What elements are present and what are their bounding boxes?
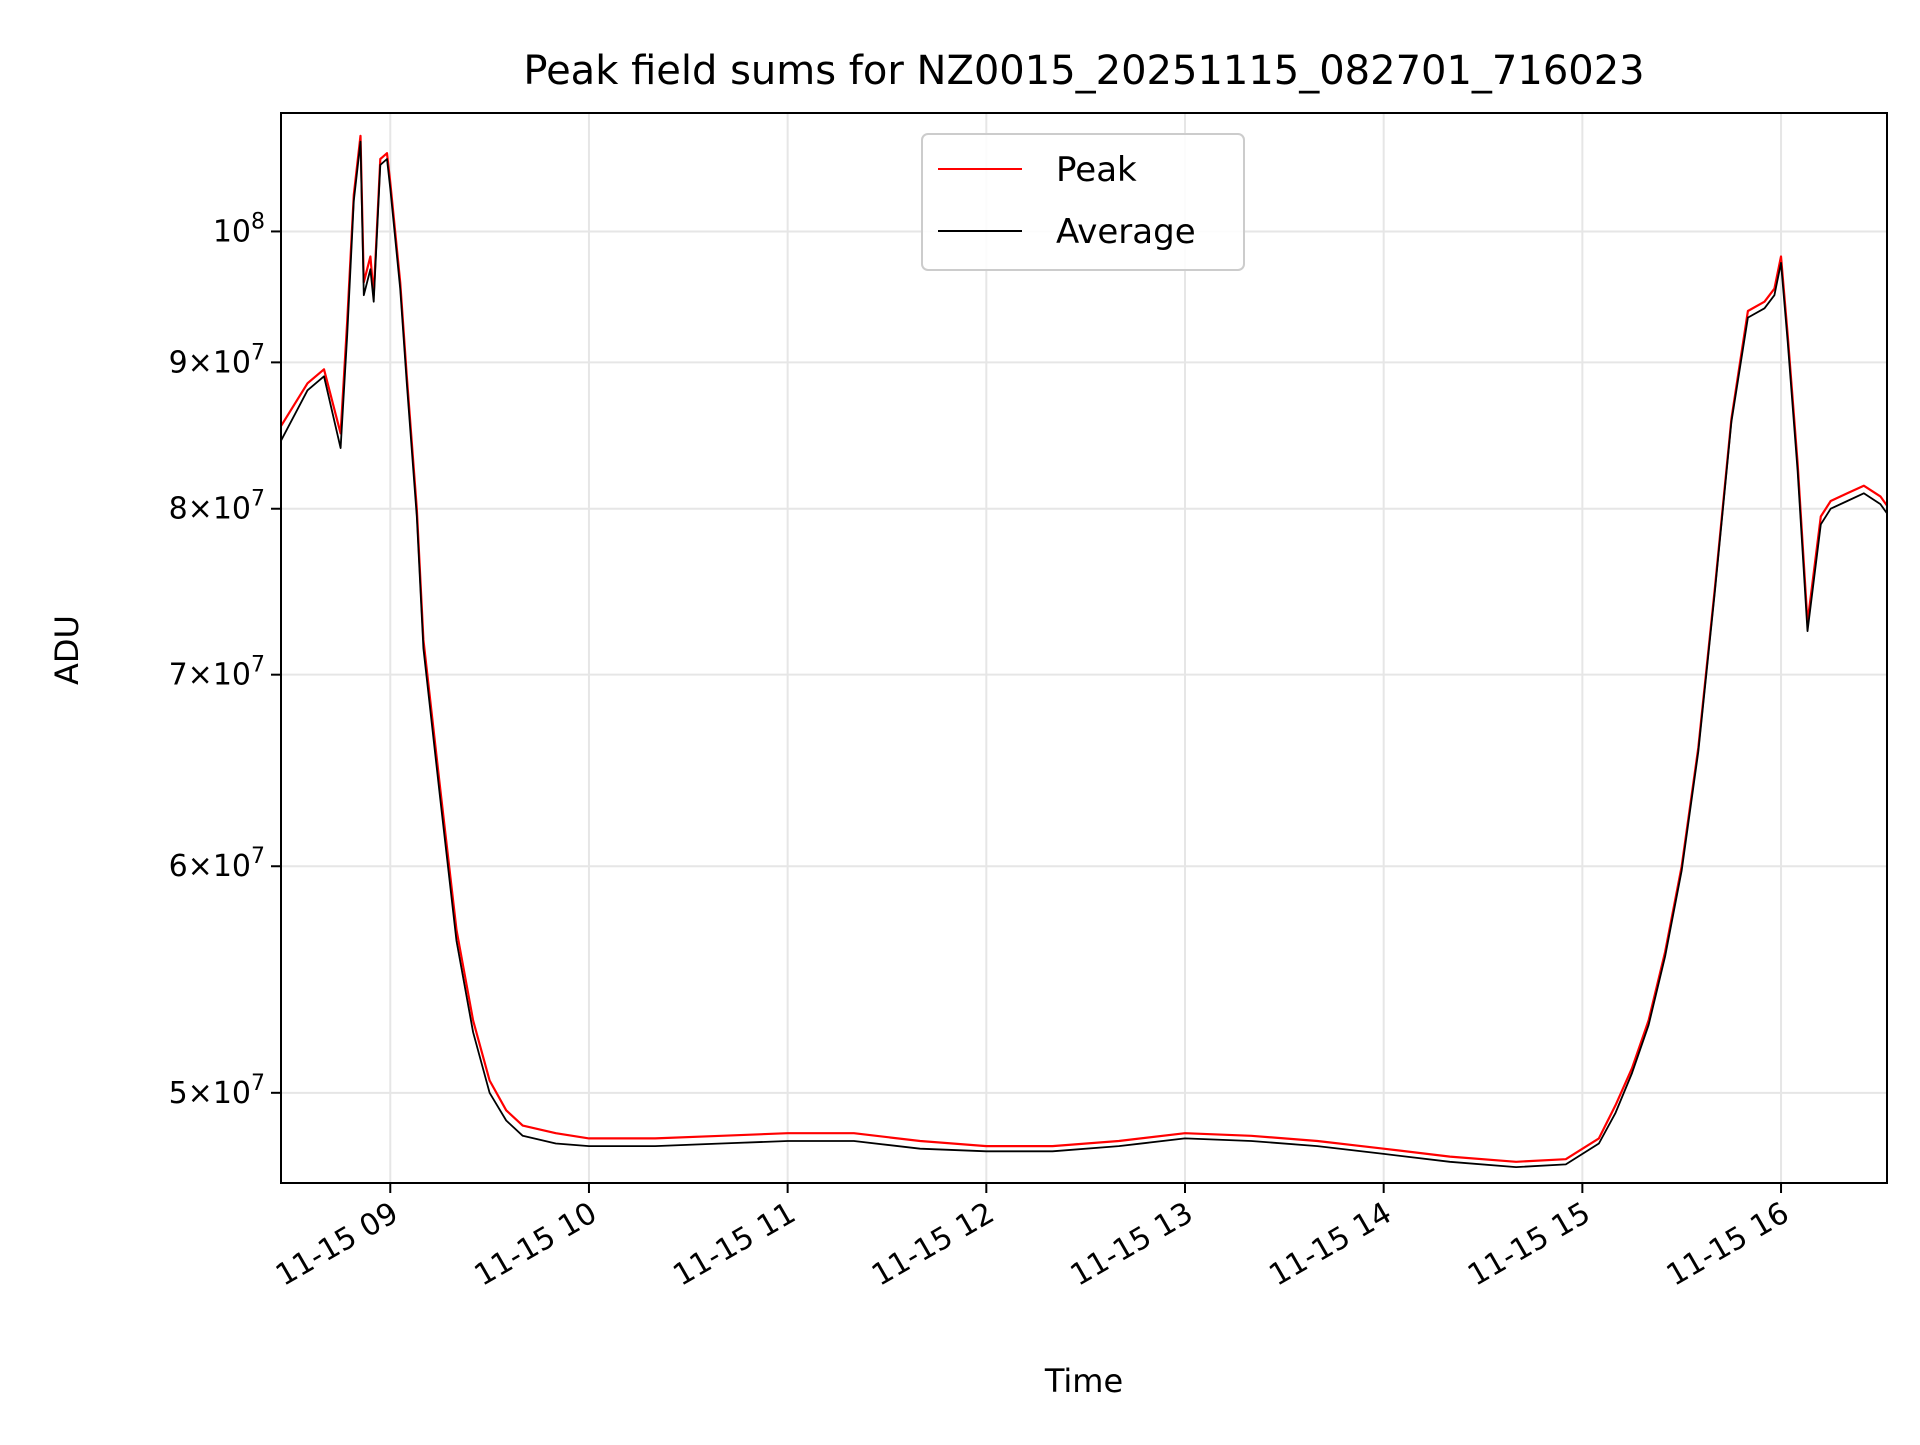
series-line-peak [281, 134, 1887, 1163]
y-tick-label: 108 [213, 209, 265, 249]
y-axis-label: ADU [48, 615, 86, 685]
y-tick-label: 7×107 [169, 653, 265, 693]
legend-label-peak: Peak [1056, 150, 1137, 190]
y-tick-label: 5×107 [169, 1071, 265, 1111]
series-layer [281, 134, 1887, 1168]
y-tick-label: 9×107 [169, 340, 265, 380]
series-line-average [281, 140, 1887, 1168]
x-axis-label: Time [1044, 1362, 1123, 1400]
legend-label-average: Average [1056, 212, 1196, 252]
y-tick-label: 6×107 [169, 844, 265, 884]
y-axis: 5×107 6×107 7×107 8×107 9×107 108 [169, 209, 281, 1111]
y-tick-label: 8×107 [169, 487, 265, 527]
plot-frame [280, 112, 1888, 1184]
legend: Peak Average [921, 133, 1245, 271]
chart-title: Peak field sums for NZ0015_20251115_0827… [523, 48, 1644, 94]
